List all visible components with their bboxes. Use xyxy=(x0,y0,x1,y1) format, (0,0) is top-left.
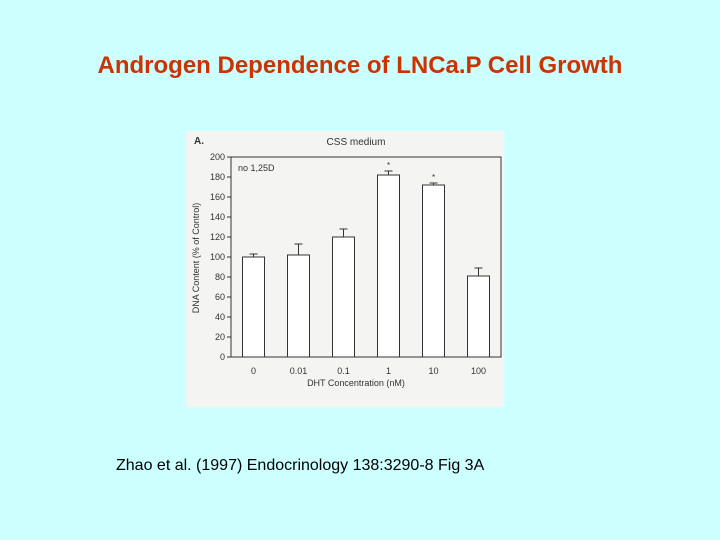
slide-title: Androgen Dependence of LNCa.P Cell Growt… xyxy=(97,52,623,79)
y-tick-label: 200 xyxy=(210,152,225,162)
significance-mark: * xyxy=(432,173,435,182)
y-tick-label: 60 xyxy=(215,292,225,302)
bar xyxy=(242,256,265,358)
y-tick-label: 20 xyxy=(215,332,225,342)
chart-annotation: no 1,25D xyxy=(238,163,275,173)
x-tick-label: 10 xyxy=(428,366,438,376)
y-tick-label: 120 xyxy=(210,232,225,242)
citation: Zhao et al. (1997) Endocrinology 138:329… xyxy=(116,457,485,474)
x-axis-label: DHT Concentration (nM) xyxy=(307,378,405,388)
y-tick-label: 160 xyxy=(210,192,225,202)
bar xyxy=(377,174,400,358)
y-tick-label: 140 xyxy=(210,212,225,222)
y-tick-label: 180 xyxy=(210,172,225,182)
bar xyxy=(332,236,355,358)
bar-chart: A. CSS medium no 1,25D DHT Concentration… xyxy=(191,136,502,388)
chart-title: CSS medium xyxy=(327,137,386,148)
significance-mark: * xyxy=(387,161,390,170)
x-tick-label: 0 xyxy=(251,366,256,376)
y-tick-label: 80 xyxy=(215,272,225,282)
x-tick-label: 100 xyxy=(471,366,486,376)
panel-label: A. xyxy=(194,136,204,147)
bar xyxy=(467,275,490,358)
x-tick-label: 1 xyxy=(386,366,391,376)
bar xyxy=(422,184,445,358)
y-tick-label: 0 xyxy=(220,352,225,362)
x-tick-label: 0.1 xyxy=(337,366,350,376)
figure-panel: A. CSS medium no 1,25D DHT Concentration… xyxy=(186,131,504,407)
y-tick-label: 100 xyxy=(210,252,225,262)
y-axis-label: DNA Content (% of Control) xyxy=(191,203,201,314)
y-tick-label: 40 xyxy=(215,312,225,322)
bar xyxy=(287,254,310,358)
x-tick-label: 0.01 xyxy=(290,366,308,376)
plot-frame xyxy=(230,156,502,358)
